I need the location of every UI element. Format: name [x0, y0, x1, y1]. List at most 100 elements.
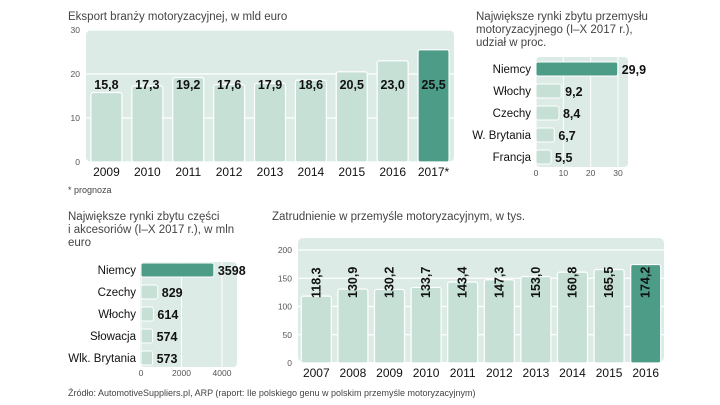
x-tick-label: 2013 — [523, 366, 550, 380]
x-tick-label: 2016 — [632, 366, 659, 380]
data-label: 18,6 — [299, 78, 323, 92]
data-label: 23,0 — [380, 78, 404, 92]
category-label: Czechy — [493, 108, 532, 120]
y-tick-label: 100 — [278, 302, 292, 312]
data-label: 17,9 — [258, 78, 282, 92]
bar-highlight — [140, 262, 215, 278]
data-label: 118,3 — [309, 267, 323, 298]
bar — [535, 83, 562, 99]
y-tick-label: 10 — [71, 113, 81, 123]
x-tick-label: 2012 — [486, 366, 513, 380]
x-tick-label: 2014 — [559, 366, 586, 380]
data-label: 17,6 — [217, 78, 241, 92]
bar — [140, 306, 154, 322]
bar — [90, 91, 123, 163]
data-label: 147,3 — [492, 267, 506, 298]
bar — [556, 271, 589, 364]
bar — [172, 76, 205, 163]
bar — [140, 350, 154, 366]
x-tick-label: 2009 — [376, 366, 403, 380]
chart-title-line: euro — [68, 237, 91, 249]
bar-highlight — [630, 263, 662, 364]
data-label: 25,5 — [421, 78, 445, 92]
bar-highlight — [535, 61, 619, 77]
data-label: 130,9 — [346, 267, 360, 298]
y-tick-label: 50 — [283, 330, 293, 340]
x-tick-label: 0 — [534, 168, 539, 178]
chart-title: Eksport branży motoryzacyjnej, w mld eur… — [68, 11, 287, 23]
chart-title-line: i akcesoriów (I–X 2017 r.), w mln — [68, 224, 234, 236]
x-tick-label: 2017* — [418, 165, 450, 179]
export-chart: Eksport branży motoryzacyjnej, w mld eur… — [68, 11, 454, 195]
y-tick-label: 0 — [287, 358, 292, 368]
data-label: 133,7 — [419, 267, 433, 298]
chart-note: * prognoza — [68, 185, 112, 195]
bar — [535, 149, 552, 165]
category-label: Czechy — [98, 287, 137, 299]
data-label: 20,5 — [340, 78, 364, 92]
x-tick-label: 30 — [613, 168, 623, 178]
chart-title-line: Największe rynki zbytu przemysłu — [476, 11, 648, 23]
x-tick-label: 20 — [586, 168, 596, 178]
data-label: 17,3 — [135, 78, 159, 92]
bar — [483, 279, 515, 364]
x-tick-label: 2010 — [413, 366, 440, 380]
x-tick-label: 2015 — [338, 165, 365, 179]
data-label: 8,4 — [563, 107, 580, 121]
source-note: Źródło: AutomotiveSuppliers.pl, ARP (rap… — [68, 388, 476, 398]
data-label: 5,5 — [555, 151, 572, 165]
y-tick-label: 30 — [71, 25, 81, 35]
data-label: 19,2 — [176, 78, 200, 92]
x-tick-label: 2014 — [298, 165, 325, 179]
data-label: 29,9 — [622, 63, 646, 77]
data-label: 165,5 — [602, 267, 616, 298]
data-label: 829 — [162, 286, 183, 300]
bar — [535, 105, 560, 121]
bar — [335, 71, 368, 163]
data-label: 574 — [157, 330, 178, 344]
x-tick-label: 2011 — [175, 165, 201, 179]
data-label: 143,4 — [456, 267, 470, 298]
x-tick-label: 10 — [559, 168, 569, 178]
x-tick-label: 2015 — [596, 366, 623, 380]
x-tick-label: 2016 — [379, 165, 406, 179]
bar — [253, 82, 287, 163]
data-label: 573 — [157, 352, 178, 366]
y-tick-label: 0 — [75, 157, 80, 167]
y-tick-label: 20 — [71, 69, 81, 79]
markets-chart: Największe rynki zbytu przemysłumotoryza… — [472, 11, 648, 178]
bar — [140, 328, 154, 344]
chart-title-line: Największe rynki zbytu części — [68, 211, 219, 223]
bar — [593, 268, 625, 364]
x-tick-label: 2008 — [340, 366, 367, 380]
employment-chart: Zatrudnienie w przemyśle motoryzacyjnym,… — [272, 211, 664, 380]
bar — [131, 85, 164, 163]
x-tick-label: 2011 — [450, 366, 476, 380]
bar — [373, 288, 406, 364]
category-label: Włochy — [98, 309, 136, 321]
bar — [337, 288, 369, 364]
x-tick-label: 2010 — [134, 165, 161, 179]
data-label: 9,2 — [565, 85, 582, 99]
bar — [213, 83, 246, 163]
plot-panel — [140, 262, 237, 367]
y-tick-label: 150 — [278, 273, 292, 283]
data-label: 130,2 — [383, 267, 397, 298]
category-label: Wlk. Brytania — [68, 353, 136, 365]
data-label: 153,0 — [529, 267, 543, 298]
data-label: 160,8 — [566, 267, 580, 298]
chart-title-line: motoryzacyjnego (I–X 2017 r.), — [476, 24, 633, 36]
x-tick-label: 2009 — [93, 165, 120, 179]
x-tick-label: 2013 — [257, 165, 284, 179]
chart-title: Zatrudnienie w przemyśle motoryzacyjnym,… — [272, 211, 525, 223]
data-label: 174,2 — [639, 267, 653, 298]
bar-highlight — [417, 49, 450, 163]
data-label: 614 — [157, 308, 178, 322]
bar — [535, 127, 555, 143]
y-tick-label: 200 — [278, 245, 292, 255]
data-label: 3598 — [218, 264, 246, 278]
x-tick-label: 4000 — [213, 368, 232, 378]
bar — [410, 286, 442, 364]
